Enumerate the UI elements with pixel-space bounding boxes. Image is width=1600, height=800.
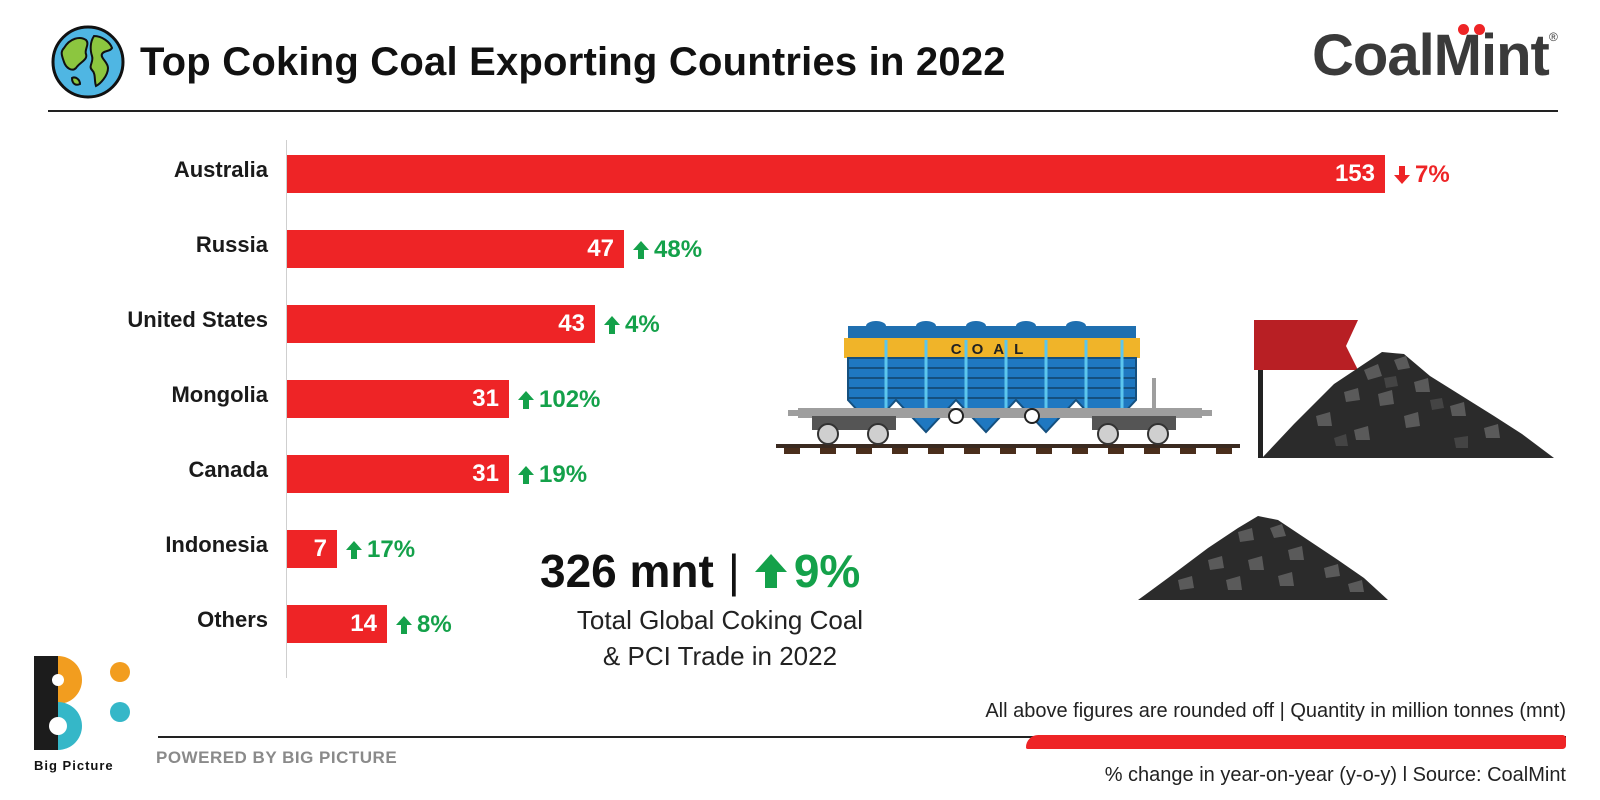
globe-icon (51, 25, 125, 99)
bar (287, 530, 337, 568)
arrow-up-icon (518, 391, 534, 409)
change-value: 8% (417, 611, 452, 638)
change-label: 19% (517, 461, 587, 489)
arrow-up-icon (633, 241, 649, 259)
change-value: 17% (367, 536, 416, 563)
coal-pile-illustration (1138, 516, 1388, 600)
source-note: % change in year-on-year (y-o-y) l Sourc… (1104, 764, 1566, 786)
total-caption-line1: Total Global Coking Coal (576, 605, 864, 635)
change-label: 4% (603, 311, 660, 339)
arrow-down-icon (1394, 166, 1410, 184)
big-picture-name: Big Picture (34, 758, 114, 773)
value-label: 47 (587, 235, 614, 262)
value-label: 7 (313, 535, 327, 562)
category-label: Mongolia (171, 382, 268, 407)
category-label: Indonesia (165, 532, 268, 557)
arrow-up-icon (754, 554, 787, 588)
coal-pile-flag-illustration (1254, 320, 1554, 458)
arrow-up-icon (518, 466, 534, 484)
header: Top Coking Coal Exporting Countries in 2… (0, 0, 1600, 112)
arrow-up-icon (346, 541, 362, 559)
total-summary: 326 mnt | 9% (540, 544, 860, 598)
bar (287, 455, 509, 493)
category-label: Russia (195, 232, 268, 257)
brand-logo: CoalMint ® (1312, 22, 1572, 88)
change-label: 48% (632, 236, 702, 264)
change-value: 102% (539, 386, 601, 413)
rounding-note: All above figures are rounded off | Quan… (985, 700, 1566, 722)
value-label: 31 (472, 460, 499, 487)
category-label: United States (127, 307, 268, 332)
change-value: 19% (539, 461, 588, 488)
category-label: Canada (188, 457, 268, 482)
change-label: 17% (345, 536, 415, 564)
header-divider (48, 110, 1558, 112)
registered-mark: ® (1549, 30, 1558, 44)
bar (287, 155, 1385, 193)
change-label: 7% (1393, 161, 1450, 189)
arrow-up-icon (396, 616, 412, 634)
wagon-text: COAL (951, 341, 1034, 358)
powered-by: POWERED BY BIG PICTURE (156, 748, 398, 767)
value-label: 43 (558, 310, 585, 337)
page-title: Top Coking Coal Exporting Countries in 2… (140, 40, 1006, 84)
category-label: Others (197, 607, 268, 632)
total-separator: | (727, 545, 740, 597)
change-label: 8% (395, 611, 452, 639)
bar (287, 230, 624, 268)
bar (287, 380, 509, 418)
change-value: 4% (625, 311, 660, 338)
bar (287, 605, 387, 643)
big-picture-logo (34, 656, 130, 750)
change-value: 7% (1415, 161, 1450, 188)
coal-wagon-illustration: COAL (776, 321, 1240, 454)
brand-dot (1458, 24, 1469, 35)
value-label: 153 (1334, 160, 1375, 187)
category-axis-line (286, 140, 287, 678)
change-label: 102% (517, 386, 600, 414)
value-label: 31 (472, 385, 499, 412)
brand-name: CoalMint (1312, 23, 1550, 88)
bar-chart: Australia 153 7% Russia 47 48% United States 43… (127, 155, 1450, 643)
footer-accent-bar (1026, 735, 1566, 749)
total-caption: Total Global Coking Coal & PCI Trade in … (540, 602, 900, 674)
total-caption-line2: & PCI Trade in 2022 (602, 641, 838, 671)
total-value: 326 mnt (540, 545, 714, 597)
category-label: Australia (173, 157, 268, 182)
bar (287, 305, 595, 343)
total-change: 9% (793, 545, 861, 597)
change-value: 48% (654, 236, 703, 263)
brand-dot (1474, 24, 1485, 35)
arrow-up-icon (604, 316, 620, 334)
value-label: 14 (350, 610, 377, 637)
footer-divider (158, 736, 1566, 738)
